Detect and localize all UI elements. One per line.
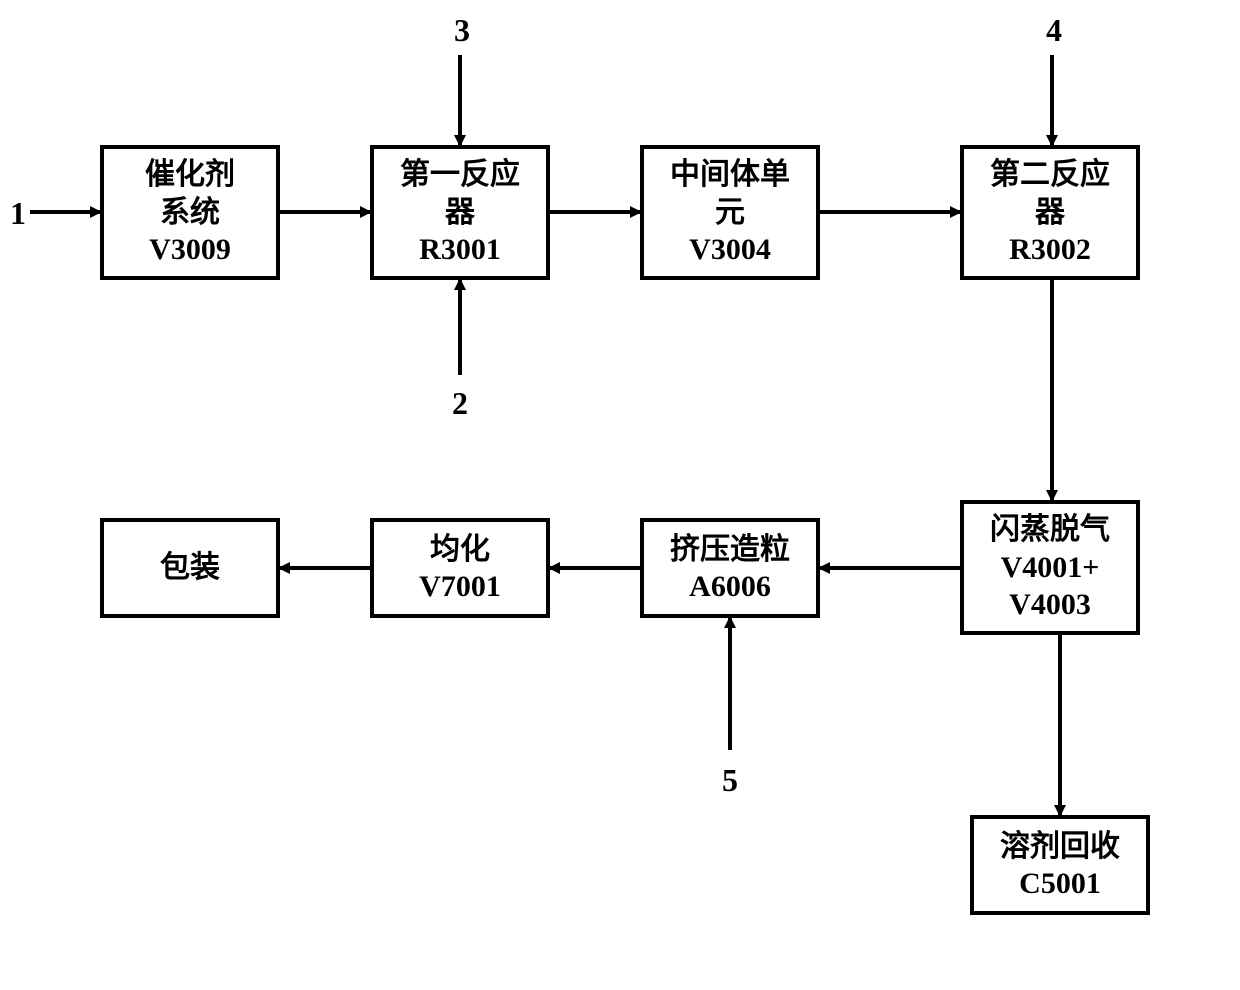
node-line: 系统 bbox=[160, 194, 220, 232]
input-label-l1: 1 bbox=[10, 195, 26, 232]
node-n_hom: 均化V7001 bbox=[370, 518, 550, 618]
node-line: 元 bbox=[715, 194, 745, 232]
node-line: R3001 bbox=[419, 231, 501, 269]
node-line: V3004 bbox=[689, 231, 771, 269]
node-line: 均化 bbox=[430, 531, 490, 569]
node-line: 溶剂回收 bbox=[1000, 828, 1120, 866]
node-n_flash: 闪蒸脱气V4001+V4003 bbox=[960, 500, 1140, 635]
node-line: 中间体单 bbox=[670, 156, 790, 194]
node-line: 第一反应 bbox=[400, 156, 520, 194]
input-label-l5: 5 bbox=[722, 762, 738, 799]
node-line: 器 bbox=[445, 194, 475, 232]
input-label-l2: 2 bbox=[452, 385, 468, 422]
node-line: 闪蒸脱气 bbox=[990, 511, 1110, 549]
node-line: C5001 bbox=[1019, 865, 1101, 903]
node-n_rec: 溶剂回收C5001 bbox=[970, 815, 1150, 915]
node-line: 第二反应 bbox=[990, 156, 1110, 194]
node-line: V3009 bbox=[149, 231, 231, 269]
node-line: A6006 bbox=[689, 568, 771, 606]
node-n_r2: 第二反应器R3002 bbox=[960, 145, 1140, 280]
flowchart-canvas: 催化剂系统V3009第一反应器R3001中间体单元V3004第二反应器R3002… bbox=[0, 0, 1240, 990]
input-label-l3: 3 bbox=[454, 12, 470, 49]
node-line: 挤压造粒 bbox=[670, 531, 790, 569]
node-line: V4003 bbox=[1009, 586, 1091, 624]
node-line: V4001+ bbox=[1001, 549, 1100, 587]
input-label-l4: 4 bbox=[1046, 12, 1062, 49]
node-n_mid: 中间体单元V3004 bbox=[640, 145, 820, 280]
node-line: V7001 bbox=[419, 568, 501, 606]
node-line: 器 bbox=[1035, 194, 1065, 232]
node-line: R3002 bbox=[1009, 231, 1091, 269]
node-line: 包装 bbox=[160, 549, 220, 587]
node-n_cat: 催化剂系统V3009 bbox=[100, 145, 280, 280]
node-line: 催化剂 bbox=[145, 156, 235, 194]
node-n_ext: 挤压造粒A6006 bbox=[640, 518, 820, 618]
node-n_r1: 第一反应器R3001 bbox=[370, 145, 550, 280]
node-n_pack: 包装 bbox=[100, 518, 280, 618]
